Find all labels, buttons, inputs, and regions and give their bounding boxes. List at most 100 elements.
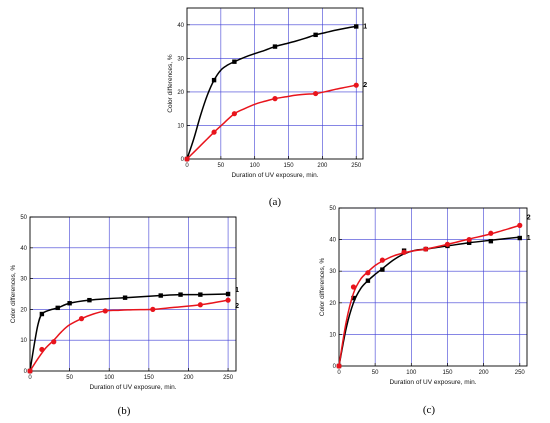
- series-2-point: [78, 316, 85, 322]
- series-2-point: [51, 339, 57, 345]
- series-2-point: [353, 82, 359, 88]
- series-2-point: [225, 297, 231, 303]
- plot-frame: [29, 216, 237, 372]
- y-tick-label: 0: [333, 364, 337, 370]
- panel-label: (a): [269, 196, 282, 208]
- series-1-line: [186, 25, 357, 160]
- x-tick-label: 250: [351, 163, 362, 169]
- x-tick-label: 100: [406, 370, 417, 376]
- y-tick-label: 0: [181, 157, 185, 163]
- x-tick-label: 50: [372, 370, 379, 376]
- x-tick-label: 150: [284, 163, 295, 169]
- plot-frame: [186, 7, 364, 160]
- chart-panel-a: 0 50 100 150 200 250 0 10 20 30 40 Duration of UV e…: [167, 7, 367, 208]
- series-1-point: [272, 44, 278, 49]
- series-2-point: [102, 308, 108, 314]
- series-2-line: [338, 224, 521, 367]
- series-1-point: [313, 32, 318, 38]
- series-label: 2: [363, 82, 367, 89]
- y-tick-label: 20: [20, 307, 27, 313]
- series-1-point: [158, 293, 163, 298]
- series-1-point: [380, 267, 385, 272]
- series-2-point: [150, 306, 156, 312]
- x-tick-label: 250: [515, 370, 526, 376]
- y-axis-label: Color differences, %: [167, 54, 174, 113]
- series-2-point: [488, 230, 494, 236]
- series-label: 1: [235, 287, 239, 294]
- x-tick-label: 150: [144, 375, 155, 381]
- series-1-point: [351, 295, 356, 301]
- series-2-point: [379, 257, 385, 263]
- series-1-point: [225, 291, 231, 297]
- series-label: 1: [527, 235, 531, 242]
- x-tick-label: 100: [104, 375, 115, 381]
- series-1-point: [211, 77, 217, 83]
- y-tick-label: 10: [177, 123, 184, 129]
- series-1-point: [178, 292, 183, 297]
- y-tick-label: 30: [20, 277, 27, 283]
- panel-label: (c): [423, 404, 436, 416]
- y-tick-label: 40: [177, 23, 184, 29]
- x-tick-label: 0: [337, 370, 341, 376]
- series-2-point: [423, 246, 429, 252]
- series-1-line: [338, 236, 521, 367]
- x-tick-label: 200: [479, 370, 490, 376]
- y-tick-label: 30: [177, 56, 184, 62]
- series-1-point: [87, 297, 92, 303]
- y-tick-label: 50: [329, 206, 336, 212]
- series-label: 2: [527, 214, 531, 221]
- y-tick-label: 10: [20, 338, 27, 344]
- y-tick-label: 20: [329, 301, 336, 307]
- series-1-point: [232, 59, 237, 64]
- series-2-point: [231, 111, 237, 117]
- series-2-point: [401, 249, 407, 255]
- x-axis-label: Duration of UV exposure, min.: [389, 379, 476, 386]
- series-1-point: [517, 235, 522, 241]
- series-2-point: [197, 302, 203, 308]
- series-1-point: [198, 292, 203, 297]
- series-2-point: [350, 284, 357, 290]
- y-tick-label: 40: [329, 238, 336, 244]
- series-2-point: [39, 346, 45, 353]
- series-1-point: [365, 278, 371, 283]
- x-tick-label: 50: [218, 163, 225, 169]
- series-2-line: [186, 84, 357, 160]
- series-label: 2: [235, 303, 239, 310]
- x-tick-label: 150: [442, 370, 453, 376]
- y-tick-label: 0: [24, 369, 28, 375]
- series-2-point: [466, 237, 472, 243]
- y-tick-label: 50: [20, 215, 27, 221]
- series-2-point: [27, 368, 33, 374]
- panel-label: (b): [118, 405, 131, 417]
- series-2-point: [517, 222, 523, 228]
- series-2-point: [365, 270, 371, 276]
- y-tick-label: 30: [329, 269, 336, 275]
- series-2-point: [211, 129, 217, 135]
- y-tick-label: 40: [20, 246, 27, 252]
- series-1-point: [55, 305, 60, 311]
- series-2-point: [184, 156, 190, 162]
- x-axis-label: Duration of UV exposure, min.: [231, 172, 318, 179]
- series-1-point: [122, 295, 128, 300]
- x-tick-label: 250: [223, 375, 234, 381]
- series-2-point: [313, 90, 319, 97]
- series-2-point: [444, 241, 451, 247]
- x-tick-label: 50: [66, 375, 73, 381]
- y-axis-label: Color differences, %: [10, 265, 17, 324]
- series-label: 1: [363, 23, 367, 30]
- plot-frame: [338, 207, 528, 367]
- x-tick-label: 200: [317, 163, 328, 169]
- x-tick-label: 200: [183, 375, 194, 381]
- series-1-point: [67, 301, 72, 306]
- y-tick-label: 20: [177, 90, 184, 96]
- series-1-point: [466, 240, 472, 245]
- chart-panel-c: 0 50 100 150 200 250 0 10 20 30 40 50 Duration of UV…: [319, 206, 531, 416]
- y-axis-label: Color differences, %: [319, 258, 326, 317]
- x-axis-label: Duration of UV exposure, min.: [89, 384, 176, 391]
- series-2-point: [272, 96, 278, 102]
- x-tick-label: 100: [250, 163, 261, 169]
- series-1-point: [39, 311, 45, 317]
- series-1-point: [488, 238, 494, 244]
- chart-panel-b: 0 50 100 150 200 250 0 10 20 30 40 50 Duration of UV…: [10, 215, 239, 417]
